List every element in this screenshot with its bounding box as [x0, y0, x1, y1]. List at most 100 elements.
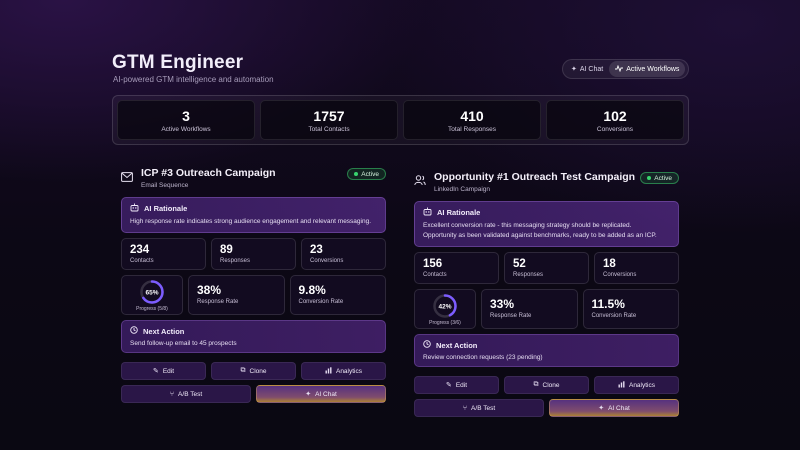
clone-button-label: Clone — [249, 367, 267, 375]
rationale-text: Excellent conversion rate - this messagi… — [423, 222, 632, 229]
sparkle-icon: ✦ — [598, 405, 605, 412]
campaign-card-icp3: ICP #3 Outreach Campaign Email Sequence … — [121, 167, 386, 403]
rationale-title: AI Rationale — [144, 204, 188, 213]
stat-value: 1757 — [313, 107, 345, 124]
campaign-type: LinkedIn Campaign — [434, 186, 491, 193]
metric-conversions: 23 Conversions — [301, 238, 386, 270]
page-title: GTM Engineer — [112, 52, 244, 73]
robot-icon — [130, 203, 139, 214]
stat-label: Total Contacts — [308, 125, 350, 133]
ab-test-button[interactable]: ⑂ A/B Test — [414, 399, 544, 417]
metric-label: Conversions — [310, 258, 344, 264]
campaign-card-opportunity1: Opportunity #1 Outreach Test Campaign Li… — [414, 171, 679, 417]
stat-label: Conversions — [596, 125, 634, 133]
ai-chat-toggle[interactable]: ✦ AI Chat — [565, 61, 609, 77]
clock-icon — [130, 326, 138, 336]
response-rate-card: 33% Response Rate — [481, 289, 578, 329]
conversion-rate-card: 11.5% Conversion Rate — [582, 289, 679, 329]
progress-label: Progress (3/6) — [429, 319, 461, 326]
rate-value: 33% — [490, 297, 515, 311]
campaign-title: ICP #3 Outreach Campaign — [141, 167, 276, 179]
metric-conversions: 18 Conversions — [594, 252, 679, 284]
copy-icon: ⧉ — [240, 367, 246, 374]
rate-label: Conversion Rate — [298, 299, 344, 305]
edit-button[interactable]: ✎ Edit — [121, 362, 206, 380]
stat-conversions: 102 Conversions — [546, 100, 684, 140]
analytics-button-label: Analytics — [628, 381, 655, 389]
metric-responses: 89 Responses — [211, 238, 296, 270]
progress-percent: 42% — [438, 303, 451, 310]
rate-label: Conversion Rate — [591, 313, 637, 319]
metric-label: Contacts — [423, 272, 447, 278]
ab-test-button-label: A/B Test — [178, 390, 203, 398]
status-badge: Active — [347, 168, 386, 180]
page-subtitle: AI-powered GTM intelligence and automati… — [113, 75, 274, 84]
ai-chat-button-label: AI Chat — [608, 404, 630, 412]
analytics-button[interactable]: Analytics — [301, 362, 386, 380]
bar-chart-icon — [618, 380, 625, 390]
edit-button[interactable]: ✎ Edit — [414, 376, 499, 394]
campaign-title: Opportunity #1 Outreach Test Campaign — [434, 171, 636, 183]
ai-chat-toggle-label: AI Chat — [579, 65, 604, 73]
clone-button-label: Clone — [542, 381, 560, 389]
activity-icon — [615, 64, 624, 74]
metric-value: 23 — [310, 244, 323, 256]
mail-icon — [121, 169, 133, 182]
split-icon: ⑂ — [462, 404, 468, 412]
status-dot — [354, 172, 359, 176]
edit-icon: ✎ — [152, 368, 159, 375]
next-action-title: Next Action — [436, 340, 478, 350]
edit-button-label: Edit — [162, 367, 175, 375]
next-action: Next Action Send follow-up email to 45 p… — [121, 320, 386, 353]
sparkle-icon: ✦ — [571, 66, 577, 73]
clock-icon — [423, 340, 431, 350]
campaign-type: Email Sequence — [141, 182, 189, 189]
metric-value: 89 — [220, 244, 233, 256]
metric-label: Conversions — [603, 272, 637, 278]
stat-value: 410 — [460, 107, 484, 124]
ai-rationale: AI Rationale Excellent conversion rate -… — [414, 201, 679, 247]
edit-icon: ✎ — [445, 382, 452, 389]
analytics-button[interactable]: Analytics — [594, 376, 679, 394]
rationale-text: High response rate indicates strong audi… — [130, 218, 372, 225]
ai-chat-button[interactable]: ✦ AI Chat — [256, 385, 386, 403]
rate-value: 38% — [197, 283, 222, 297]
ab-test-button[interactable]: ⑂ A/B Test — [121, 385, 251, 403]
progress-ring-card: 65% Progress (5/8) — [121, 275, 183, 315]
stat-label: Active Workflows — [161, 125, 211, 133]
metric-value: 52 — [513, 258, 526, 270]
stat-total-contacts: 1757 Total Contacts — [260, 100, 398, 140]
next-action-text: Review connection requests (23 pending) — [423, 354, 543, 361]
status-badge: Active — [640, 172, 679, 184]
progress-ring: 65% — [140, 279, 164, 304]
bar-chart-icon — [325, 366, 332, 376]
ai-chat-button[interactable]: ✦ AI Chat — [549, 399, 679, 417]
active-workflows-toggle[interactable]: Active Workflows — [609, 61, 686, 77]
progress-label: Progress (5/8) — [136, 305, 168, 312]
metric-contacts: 156 Contacts — [414, 252, 499, 284]
ai-rationale: AI Rationale High response rate indicate… — [121, 197, 386, 233]
next-action-text: Send follow-up email to 45 prospects — [130, 340, 237, 347]
clone-button[interactable]: ⧉ Clone — [504, 376, 589, 394]
stat-label: Total Responses — [447, 125, 497, 133]
stat-value: 102 — [603, 107, 627, 124]
metric-label: Responses — [513, 272, 544, 278]
view-toggle: ✦ AI Chat Active Workflows — [562, 59, 689, 79]
clone-button[interactable]: ⧉ Clone — [211, 362, 296, 380]
split-icon: ⑂ — [169, 390, 175, 398]
rationale-text-2: Opportunity as been validated against be… — [423, 232, 657, 239]
progress-percent: 65% — [145, 289, 158, 296]
rate-label: Response Rate — [197, 299, 239, 305]
status-dot — [647, 176, 652, 180]
metric-value: 234 — [130, 244, 150, 256]
sparkle-icon: ✦ — [305, 391, 312, 398]
metric-label: Contacts — [130, 258, 154, 264]
metric-value: 156 — [423, 258, 443, 270]
users-icon — [414, 173, 426, 186]
stat-total-responses: 410 Total Responses — [403, 100, 541, 140]
metric-value: 18 — [603, 258, 616, 270]
progress-ring-card: 42% Progress (3/6) — [414, 289, 476, 329]
analytics-button-label: Analytics — [335, 367, 362, 375]
edit-button-label: Edit — [455, 381, 468, 389]
stats-strip: 3 Active Workflows 1757 Total Contacts 4… — [112, 95, 689, 145]
